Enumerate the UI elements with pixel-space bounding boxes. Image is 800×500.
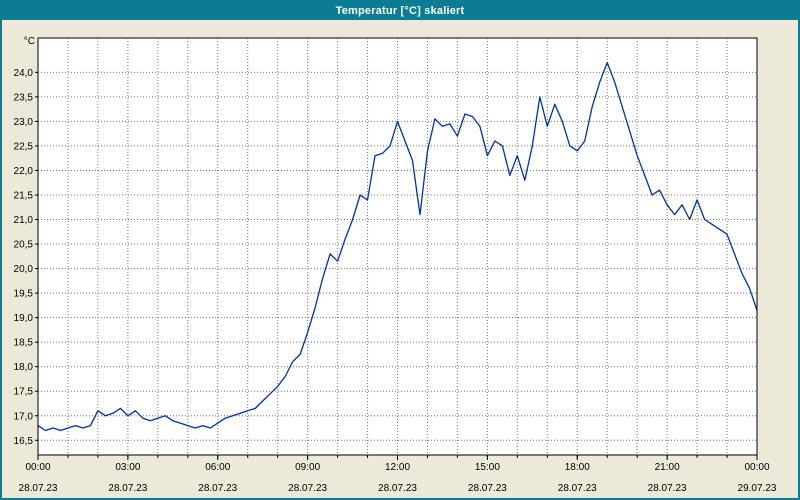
x-tick-time-label: 00:00: [744, 462, 769, 473]
plot-border: [37, 37, 758, 456]
y-tick-label: 20,5: [14, 240, 34, 251]
x-tick-date-label: 28.07.23: [468, 483, 507, 494]
title-bar: Temperatur [°C] skaliert: [2, 2, 798, 20]
y-tick-label: 18,5: [14, 338, 34, 349]
x-tick-time-label: 15:00: [475, 462, 500, 473]
x-tick-date-label: 28.07.23: [558, 483, 597, 494]
window-title: Temperatur [°C] skaliert: [335, 5, 465, 17]
x-tick-date-label: 28.07.23: [378, 483, 417, 494]
x-tick-date-label: 28.07.23: [648, 483, 687, 494]
x-tick-time-label: 00:00: [25, 462, 50, 473]
y-tick-label: 22,5: [14, 141, 34, 152]
chart-area: °C 16,5 17,0 17,5 18,0 18,5 19,0 19,5 20,0 20,5 2…: [2, 20, 798, 498]
x-tick-time-label: 21:00: [655, 462, 680, 473]
y-tick-label: 19,5: [14, 289, 34, 300]
x-tick-time-label: 06:00: [205, 462, 230, 473]
x-tick-time-label: 09:00: [295, 462, 320, 473]
x-tick-date-label: 29.07.23: [738, 483, 777, 494]
y-tick-label: 18,0: [14, 362, 34, 373]
y-tick-label: 22,0: [14, 166, 34, 177]
x-tick-time-label: 03:00: [115, 462, 140, 473]
y-tick-label: 16,5: [14, 436, 34, 447]
temperature-chart: 16,5 17,0 17,5 18,0 18,5 19,0 19,5 20,0 20,5 21,0…: [14, 37, 777, 494]
y-tick-label: 20,0: [14, 264, 34, 275]
x-tick-date-label: 28.07.23: [108, 483, 147, 494]
y-tick-label: 23,0: [14, 117, 34, 128]
x-tick-date-label: 28.07.23: [19, 483, 58, 494]
y-tick-label: 23,5: [14, 92, 34, 103]
y-tick-label: 19,0: [14, 313, 34, 324]
x-tick-time-label: 18:00: [565, 462, 590, 473]
x-tick-date-label: 28.07.23: [198, 483, 237, 494]
x-tick-time-label: 12:00: [385, 462, 410, 473]
y-tick-label: 17,5: [14, 387, 34, 398]
y-tick-label: 21,0: [14, 215, 34, 226]
y-tick-label: 17,0: [14, 411, 34, 422]
y-axis-unit-label: °C: [23, 36, 35, 47]
y-tick-label: 21,5: [14, 190, 34, 201]
x-tick-date-label: 28.07.23: [288, 483, 327, 494]
temperature-line: [37, 61, 758, 432]
y-tick-label: 24,0: [14, 68, 34, 79]
